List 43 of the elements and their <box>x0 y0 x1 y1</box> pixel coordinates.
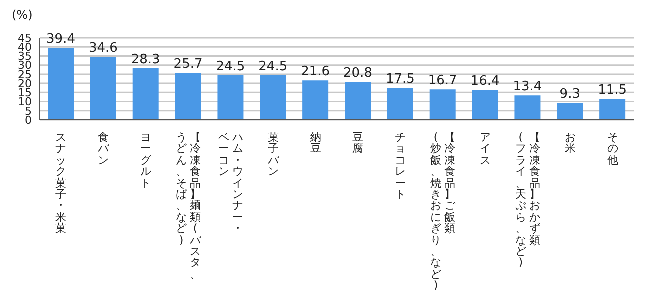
bar <box>472 90 498 120</box>
x-tick-label: チョコレート <box>394 131 407 204</box>
data-label: 24.5 <box>216 59 246 74</box>
bar <box>600 99 626 120</box>
x-tick-label: アイス <box>480 131 492 169</box>
bar <box>175 73 202 120</box>
bar <box>302 80 329 120</box>
data-label: 16.4 <box>470 74 500 90</box>
y-axis-title: (%) <box>12 8 33 22</box>
data-label: 17.5 <box>386 72 415 88</box>
category-label: スナック菓子・米菓 <box>56 131 67 236</box>
x-tick-label: 豆腐 <box>352 131 364 158</box>
bar <box>90 56 116 120</box>
data-label: 39.4 <box>46 32 76 48</box>
data-label: 28.3 <box>131 52 160 68</box>
data-label: 11.5 <box>598 83 628 98</box>
category-label: ハム・ウインナー・ベーコン <box>218 131 244 236</box>
data-label: 34.6 <box>88 40 118 56</box>
data-label: 24.5 <box>258 59 288 74</box>
bar <box>557 103 584 120</box>
x-tick-label: 菓子パン <box>267 131 280 180</box>
data-label: 20.8 <box>344 66 372 82</box>
bar <box>430 90 456 120</box>
bar <box>345 82 371 120</box>
bar <box>218 75 244 120</box>
x-tick-label: お米 <box>564 131 576 158</box>
category-label: 【冷凍食品】おかず類(フライ、天ぷら、など) <box>515 131 540 270</box>
bar <box>514 96 541 120</box>
bar <box>48 48 74 120</box>
bar <box>260 75 286 120</box>
data-label: 25.7 <box>174 57 203 72</box>
data-label: 13.4 <box>513 80 542 95</box>
data-label: 9.3 <box>560 87 580 102</box>
x-tick-label: その他 <box>606 131 619 169</box>
x-tick-label: ヨーグルト <box>140 131 152 192</box>
category-label: 【冷凍食品】麺類(パスタ、うどん、そば、など) <box>176 131 201 281</box>
x-tick-label: 食パン <box>98 131 110 169</box>
bar <box>387 88 414 120</box>
data-label: 16.7 <box>428 74 458 89</box>
category-label: 【冷凍食品】ご飯類(炒飯、焼きおにぎり、など) <box>430 131 456 292</box>
bar <box>132 68 159 120</box>
x-tick-label: 納豆 <box>310 131 322 158</box>
data-label: 21.6 <box>301 64 330 80</box>
